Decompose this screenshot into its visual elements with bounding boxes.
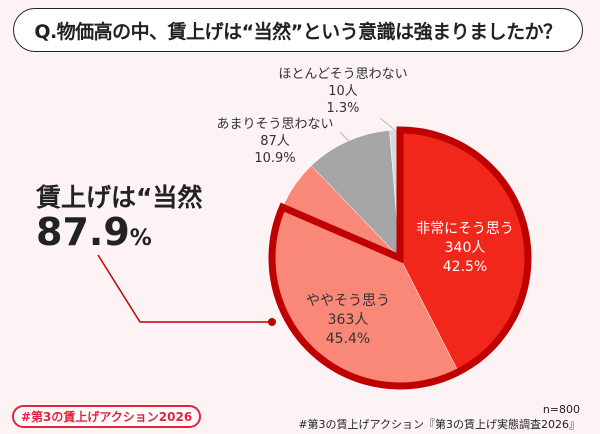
question-title: Q.物価高の中、賃上げは“当然”という意識は強まりましたか？ — [13, 8, 583, 52]
callout-label: 賃上げは“当然 — [36, 183, 203, 212]
slice-name: ほとんどそう思わない — [278, 67, 408, 82]
highlight-outline — [268, 126, 532, 390]
slice-percent: 1.3% — [326, 101, 360, 116]
slice-percent: 45.4% — [325, 331, 371, 347]
callout-unit: % — [129, 226, 152, 251]
callout-dot — [268, 318, 276, 326]
slice-name: ややそう思う — [306, 293, 390, 309]
slice-percent: 10.9% — [254, 151, 296, 166]
callout-number: 87.9 — [36, 210, 130, 254]
slice-label-somewhat: ややそう思う 363人 45.4% — [298, 292, 398, 349]
slice-label-not-much: あまりそう思わない 87人 10.9% — [205, 116, 345, 167]
slice-count: 87人 — [260, 134, 290, 149]
slice-label-hardly: ほとんどそう思わない 10人 1.3% — [268, 66, 418, 117]
hashtag-badge: #第3の賃上げアクション2026 — [12, 405, 202, 428]
slice-count: 340人 — [444, 240, 486, 256]
slice-percent: 42.5% — [442, 259, 488, 275]
label-leader-not-much — [339, 131, 351, 143]
label-leader-hardly — [379, 117, 397, 132]
sample-size: n=800 — [542, 403, 580, 416]
slice-label-strongly: 非常にそう思う 340人 42.5% — [410, 220, 520, 277]
source: #第3の賃上げアクション『第3の賃上げ実態調査2026』 — [298, 418, 580, 431]
pie-slice-2 — [310, 130, 401, 259]
slice-name: 非常にそう思う — [416, 221, 514, 237]
footnote: n=800 #第3の賃上げアクション『第3の賃上げ実態調査2026』 — [298, 402, 580, 432]
slice-count: 10人 — [328, 84, 358, 99]
slice-name: あまりそう思わない — [216, 117, 334, 132]
callout-leader-line — [97, 254, 272, 323]
slice-count: 363人 — [327, 312, 369, 328]
callout-value: 87.9% — [36, 210, 152, 254]
